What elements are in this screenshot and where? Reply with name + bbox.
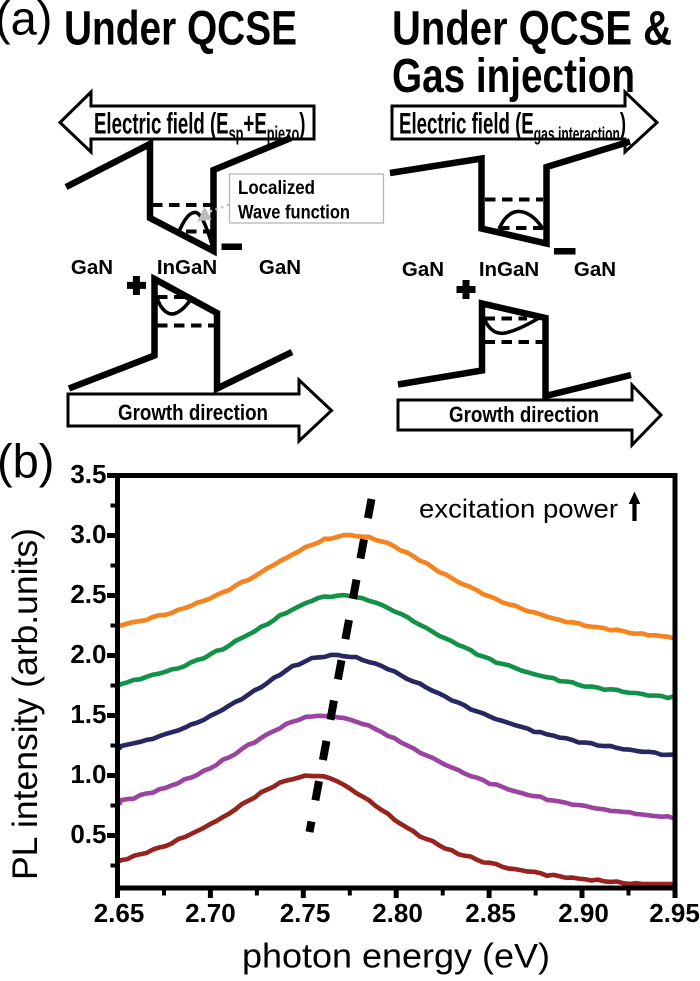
svg-text:Localized: Localized [238,178,315,199]
svg-text:GaN: GaN [71,256,113,279]
svg-text:(a): (a) [0,0,52,45]
svg-text:GaN: GaN [402,258,444,281]
svg-text:GaN: GaN [574,258,616,281]
svg-text:2.0: 2.0 [70,639,106,669]
svg-text:2.80: 2.80 [372,898,423,928]
svg-text:photon energy (eV): photon energy (eV) [242,938,550,976]
svg-text:2.65: 2.65 [94,898,145,928]
svg-text:0.5: 0.5 [70,819,106,849]
svg-text:Wave function: Wave function [238,203,350,224]
svg-text:2.90: 2.90 [558,898,609,928]
svg-text:Under QCSE: Under QCSE [64,3,297,56]
svg-text:3.5: 3.5 [70,459,106,489]
svg-text:2.85: 2.85 [465,898,516,928]
svg-text:InGaN: InGaN [157,256,217,279]
svg-text:(b): (b) [0,435,54,488]
svg-text:1.5: 1.5 [70,699,106,729]
svg-text:InGaN: InGaN [479,258,539,281]
svg-text:2.95: 2.95 [649,898,700,928]
svg-text:2.75: 2.75 [280,898,331,928]
svg-text:3.0: 3.0 [70,519,106,549]
svg-text:GaN: GaN [259,256,301,279]
svg-text:Gas injection: Gas injection [392,50,635,103]
svg-text:Under QCSE &: Under QCSE & [392,3,672,56]
svg-text:Growth direction: Growth direction [449,402,599,427]
svg-text:PL intensity (arb.units): PL intensity (arb.units) [6,528,45,880]
svg-text:excitation power: excitation power [419,494,618,524]
svg-text:1.0: 1.0 [70,759,106,789]
svg-text:2.70: 2.70 [185,898,236,928]
svg-text:2.5: 2.5 [70,579,106,609]
svg-text:Growth direction: Growth direction [118,400,268,425]
